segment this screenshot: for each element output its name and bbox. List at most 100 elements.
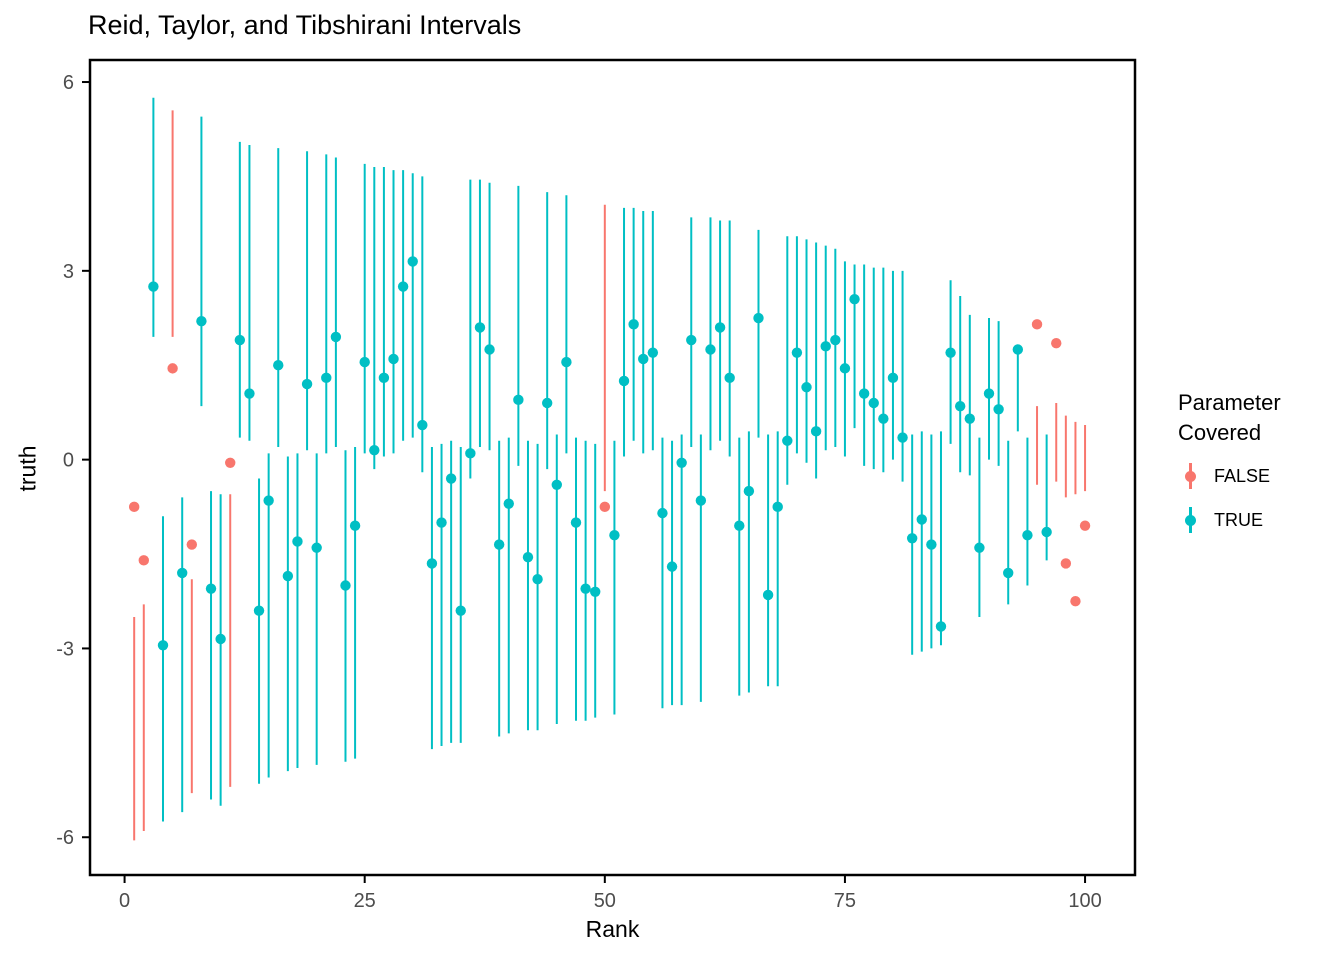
truth-point bbox=[676, 457, 687, 468]
truth-point bbox=[484, 344, 495, 355]
truth-point bbox=[618, 375, 630, 387]
truth-point bbox=[782, 435, 793, 446]
truth-point bbox=[1070, 596, 1081, 607]
truth-point bbox=[378, 372, 390, 384]
truth-point bbox=[954, 400, 966, 412]
x-tick-label: 50 bbox=[594, 890, 616, 912]
truth-point bbox=[638, 353, 649, 365]
legend-entry-label: FALSE bbox=[1214, 465, 1271, 486]
truth-point bbox=[474, 322, 486, 333]
legend-title-line1: Parameter bbox=[1178, 390, 1281, 415]
truth-point bbox=[263, 495, 274, 506]
truth-point bbox=[148, 281, 159, 292]
truth-point bbox=[532, 574, 543, 585]
truth-point bbox=[580, 583, 591, 594]
truth-point bbox=[839, 363, 851, 374]
truth-point bbox=[830, 334, 841, 346]
legend-entry-label: TRUE bbox=[1214, 509, 1263, 530]
truth-point bbox=[897, 432, 908, 443]
legend-title-line2: Covered bbox=[1178, 419, 1262, 445]
truth-point bbox=[686, 334, 697, 346]
truth-point bbox=[455, 605, 466, 616]
truth-point bbox=[417, 419, 428, 431]
legend-entry-true: TRUE bbox=[1178, 505, 1281, 535]
truth-point bbox=[541, 397, 553, 409]
legend-point-glyph bbox=[1185, 471, 1196, 483]
truth-point bbox=[513, 394, 524, 406]
truth-point bbox=[205, 583, 217, 594]
truth-point bbox=[993, 404, 1004, 415]
truth-point bbox=[858, 388, 870, 399]
truth-point bbox=[906, 533, 918, 544]
truth-point bbox=[177, 567, 188, 579]
x-tick-label: 25 bbox=[354, 890, 376, 912]
truth-point bbox=[225, 457, 236, 468]
truth-point bbox=[493, 539, 505, 550]
truth-point bbox=[666, 561, 678, 572]
truth-point bbox=[714, 322, 726, 333]
truth-point bbox=[609, 529, 620, 541]
truth-point bbox=[743, 485, 755, 497]
x-axis-title: Rank bbox=[585, 916, 640, 942]
legend-entries: FALSE TRUE bbox=[1178, 461, 1281, 535]
truth-point bbox=[340, 580, 351, 591]
y-tick-label: -3 bbox=[56, 638, 74, 660]
truth-point bbox=[1060, 558, 1072, 569]
truth-point bbox=[157, 640, 169, 651]
panel-background bbox=[90, 60, 1135, 875]
y-tick-label: 3 bbox=[63, 261, 74, 283]
truth-point bbox=[388, 353, 399, 365]
truth-point bbox=[590, 586, 601, 597]
truth-point bbox=[1079, 520, 1091, 531]
legend: Parameter Covered FALSE TRUE bbox=[1178, 388, 1281, 535]
truth-point bbox=[292, 536, 303, 547]
truth-point bbox=[724, 372, 735, 384]
truth-point bbox=[935, 621, 947, 632]
truth-point bbox=[407, 256, 418, 267]
truth-point bbox=[445, 473, 457, 484]
truth-point bbox=[167, 363, 178, 374]
truth-point bbox=[128, 501, 140, 513]
y-tick-label: 6 bbox=[63, 72, 74, 94]
truth-point bbox=[503, 498, 514, 509]
x-tick-label: 75 bbox=[834, 890, 856, 912]
truth-point bbox=[253, 605, 265, 616]
truth-point bbox=[321, 372, 332, 384]
x-tick-label: 0 bbox=[119, 890, 130, 912]
truth-point bbox=[244, 388, 255, 399]
truth-point bbox=[1022, 529, 1033, 541]
truth-point bbox=[878, 413, 889, 424]
truth-point bbox=[974, 542, 985, 553]
panel-border bbox=[88, 58, 1137, 877]
truth-point bbox=[273, 360, 284, 371]
truth-point bbox=[301, 378, 313, 390]
truth-point bbox=[964, 413, 975, 424]
legend-point-glyph bbox=[1185, 515, 1196, 527]
truth-point bbox=[311, 542, 322, 553]
truth-point bbox=[349, 520, 361, 531]
truth-point bbox=[734, 520, 745, 531]
truth-point bbox=[436, 517, 447, 528]
truth-point bbox=[369, 444, 380, 456]
truth-point bbox=[983, 388, 995, 399]
truth-point bbox=[916, 514, 927, 525]
truth-point bbox=[868, 397, 879, 409]
legend-key-icon bbox=[1178, 505, 1204, 535]
truth-point bbox=[753, 312, 764, 324]
truth-point bbox=[801, 382, 812, 393]
truth-point bbox=[426, 558, 438, 569]
truth-point bbox=[762, 589, 774, 601]
truth-point bbox=[945, 347, 956, 358]
truth-point bbox=[1031, 319, 1043, 330]
legend-entry-false: FALSE bbox=[1178, 461, 1281, 491]
truth-point bbox=[359, 356, 370, 368]
truth-point bbox=[215, 633, 226, 645]
truth-point bbox=[887, 372, 899, 384]
truth-point bbox=[772, 501, 783, 513]
truth-point bbox=[570, 517, 582, 528]
truth-point bbox=[1003, 567, 1014, 579]
x-tick-label: 100 bbox=[1068, 890, 1101, 912]
truth-point bbox=[1012, 344, 1024, 355]
